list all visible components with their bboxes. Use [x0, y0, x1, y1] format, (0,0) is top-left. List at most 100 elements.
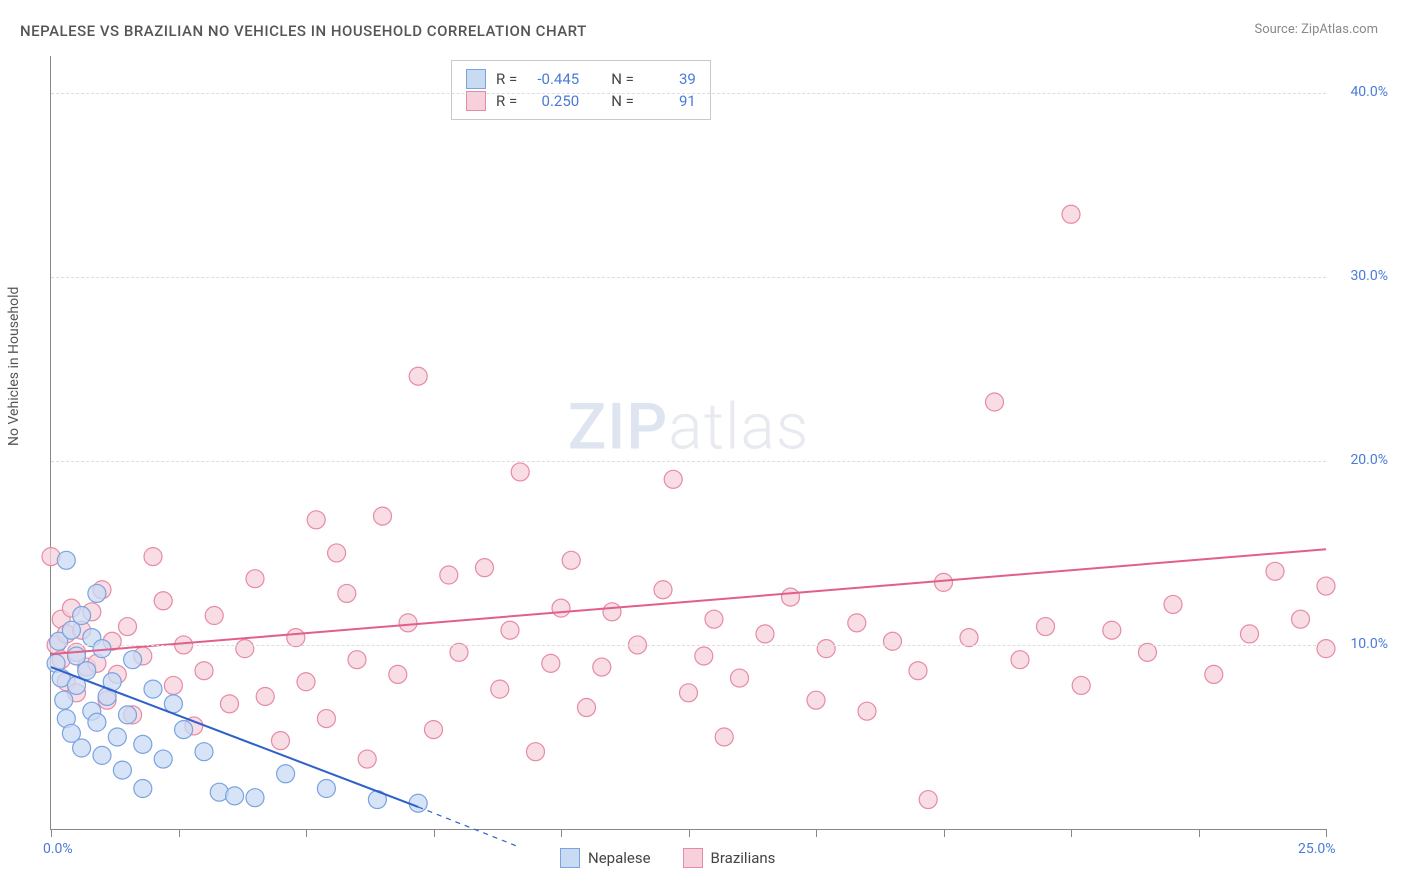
data-point: [511, 463, 529, 481]
gridline: [51, 645, 1326, 646]
x-tick-label: 0.0%: [43, 841, 73, 857]
legend-label-nepalese: Nepalese: [588, 849, 651, 867]
x-tick: [561, 829, 562, 837]
data-point: [562, 551, 580, 569]
y-tick-label: 20.0%: [1350, 452, 1388, 468]
data-point: [858, 702, 876, 720]
gridline: [51, 461, 1326, 462]
data-point: [409, 367, 427, 385]
data-point: [164, 676, 182, 694]
data-point: [593, 658, 611, 676]
data-point: [476, 559, 494, 577]
data-point: [1292, 610, 1310, 628]
data-point: [986, 393, 1004, 411]
data-point: [348, 651, 366, 669]
data-point: [664, 470, 682, 488]
data-point: [817, 640, 835, 658]
data-point: [450, 643, 468, 661]
r-value-nepalese: -0.445: [527, 70, 579, 88]
data-point: [226, 787, 244, 805]
swatch-brazilians: [466, 91, 486, 111]
data-point: [960, 629, 978, 647]
x-tick: [1326, 829, 1327, 837]
series-legend: Nepalese Brazilians: [560, 848, 775, 868]
trendline-nepalese-dash: [418, 807, 520, 847]
data-point: [374, 507, 392, 525]
data-point: [78, 662, 96, 680]
data-point: [113, 761, 131, 779]
data-point: [205, 607, 223, 625]
y-tick-label: 40.0%: [1350, 84, 1388, 100]
data-point: [884, 632, 902, 650]
data-point: [88, 713, 106, 731]
data-point: [144, 548, 162, 566]
data-point: [287, 629, 305, 647]
data-point: [542, 654, 560, 672]
data-point: [154, 592, 172, 610]
data-point: [501, 621, 519, 639]
data-point: [715, 728, 733, 746]
trendline-brazilians: [51, 549, 1326, 654]
data-point: [919, 791, 937, 809]
data-point: [195, 743, 213, 761]
data-point: [1062, 205, 1080, 223]
r-label: R =: [496, 70, 517, 88]
data-point: [119, 706, 137, 724]
swatch-nepalese: [560, 848, 580, 868]
data-point: [124, 651, 142, 669]
swatch-nepalese: [466, 69, 486, 89]
data-point: [552, 599, 570, 617]
data-point: [1103, 621, 1121, 639]
data-point: [1072, 676, 1090, 694]
data-point: [782, 588, 800, 606]
data-point: [409, 794, 427, 812]
data-point: [425, 721, 443, 739]
data-point: [338, 584, 356, 602]
y-tick-label: 30.0%: [1350, 268, 1388, 284]
data-point: [527, 743, 545, 761]
data-point: [603, 603, 621, 621]
x-tick: [689, 829, 690, 837]
data-point: [680, 684, 698, 702]
data-point: [731, 669, 749, 687]
gridline: [51, 93, 1326, 94]
legend-row-brazilians: R = 0.250 N = 91: [466, 91, 696, 111]
data-point: [1317, 577, 1335, 595]
x-tick: [51, 829, 52, 837]
data-point: [909, 662, 927, 680]
data-point: [399, 614, 417, 632]
swatch-brazilians: [683, 848, 703, 868]
plot-area: ZIPatlas R = -0.445 N = 39 R = 0.250 N =…: [50, 56, 1326, 830]
data-point: [705, 610, 723, 628]
data-point: [578, 699, 596, 717]
data-point: [195, 662, 213, 680]
x-tick: [306, 829, 307, 837]
y-axis-title: No Vehicles in Household: [6, 287, 22, 446]
plot-svg: [51, 56, 1326, 829]
data-point: [328, 544, 346, 562]
gridline: [51, 277, 1326, 278]
data-point: [134, 735, 152, 753]
source-label: Source: ZipAtlas.com: [1254, 22, 1378, 37]
data-point: [246, 570, 264, 588]
data-point: [1164, 595, 1182, 613]
data-point: [848, 614, 866, 632]
data-point: [246, 789, 264, 807]
data-point: [1011, 651, 1029, 669]
data-point: [1317, 640, 1335, 658]
chart-container: NEPALESE VS BRAZILIAN NO VEHICLES IN HOU…: [0, 0, 1406, 892]
n-value-nepalese: 39: [644, 70, 696, 88]
trendline-nepalese: [51, 667, 418, 807]
r-value-brazilians: 0.250: [527, 92, 579, 110]
r-label: R =: [496, 92, 517, 110]
data-point: [654, 581, 672, 599]
data-point: [134, 780, 152, 798]
n-label: N =: [611, 70, 634, 88]
data-point: [57, 551, 75, 569]
data-point: [73, 607, 91, 625]
x-tick: [1071, 829, 1072, 837]
data-point: [55, 691, 73, 709]
data-point: [935, 573, 953, 591]
correlation-legend: R = -0.445 N = 39 R = 0.250 N = 91: [451, 60, 711, 120]
x-tick: [434, 829, 435, 837]
